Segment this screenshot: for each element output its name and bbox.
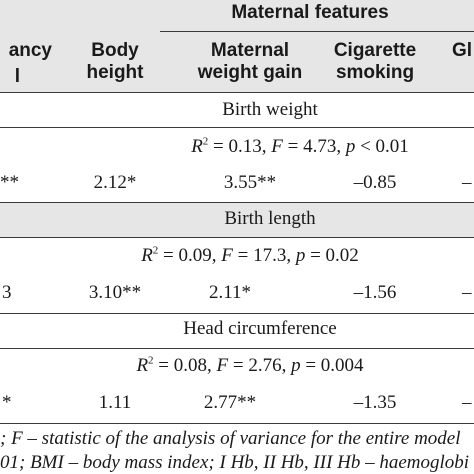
- cell-s1-cigarette: –0.85: [315, 172, 435, 194]
- group-header-maternal-features: Maternal features: [180, 2, 440, 24]
- col-header-body-height-line2: height: [70, 62, 160, 84]
- stats-head-circumference: R2 = 0.08, F = 2.76, p = 0.004: [80, 355, 420, 377]
- cell-s1-glucose: –: [462, 172, 472, 194]
- cell-s3-weight-gain: 2.77**: [155, 392, 305, 414]
- footnote-line-2: 01; BMI – body mass index; I Hb, II Hb, …: [0, 452, 469, 474]
- rule: [0, 92, 474, 93]
- cell-s1-body-height: 2.12*: [70, 172, 160, 194]
- cell-s2-weight-gain: 2.11*: [155, 282, 305, 304]
- cell-s2-c0: 3: [2, 282, 12, 304]
- section-title-birth-weight: Birth weight: [150, 99, 390, 121]
- cell-s1-c0: **: [0, 172, 19, 194]
- rule: [0, 313, 474, 314]
- cell-s3-cigarette: –1.35: [315, 392, 435, 414]
- section-title-birth-length: Birth length: [150, 208, 390, 230]
- col-header-pregnancy-line2: l: [15, 66, 20, 88]
- stats-birth-length: R2 = 0.09, F = 17.3, p = 0.02: [80, 245, 420, 267]
- col-header-cigarette-line1: Cigarette: [315, 40, 435, 62]
- cell-s2-body-height: 3.10**: [70, 282, 160, 304]
- cell-s2-cigarette: –1.56: [315, 282, 435, 304]
- cell-s2-glucose: –: [462, 282, 472, 304]
- rule: [0, 348, 474, 349]
- col-header-weight-gain-line2: weight gain: [175, 62, 325, 84]
- col-header-body-height: Body height: [70, 40, 160, 84]
- col-header-glucose-partial: Gl: [452, 40, 472, 62]
- stats-birth-weight: R2 = 0.13, F = 4.73, p < 0.01: [140, 136, 460, 158]
- col-header-weight-gain-line1: Maternal: [175, 40, 325, 62]
- table-bottom-rule: [0, 423, 474, 424]
- col-header-pregnancy-line1: ancy: [9, 40, 52, 62]
- section-title-head-circumference: Head circumference: [120, 318, 400, 340]
- cell-s3-glucose: –: [462, 392, 472, 414]
- cell-s3-body-height: 1.11: [70, 392, 160, 414]
- cell-s3-c0: *: [2, 392, 12, 414]
- col-header-cigarette-line2: smoking: [315, 62, 435, 84]
- footnote-line-1: ; F – statistic of the analysis of varia…: [0, 428, 461, 450]
- rule: [0, 237, 474, 238]
- col-header-cigarette-smoking: Cigarette smoking: [315, 40, 435, 84]
- col-header-body-height-line1: Body: [70, 40, 160, 62]
- group-header-underline: [160, 31, 474, 32]
- cell-s1-weight-gain: 3.55**: [175, 172, 325, 194]
- rule: [0, 127, 474, 128]
- col-header-maternal-weight-gain: Maternal weight gain: [175, 40, 325, 84]
